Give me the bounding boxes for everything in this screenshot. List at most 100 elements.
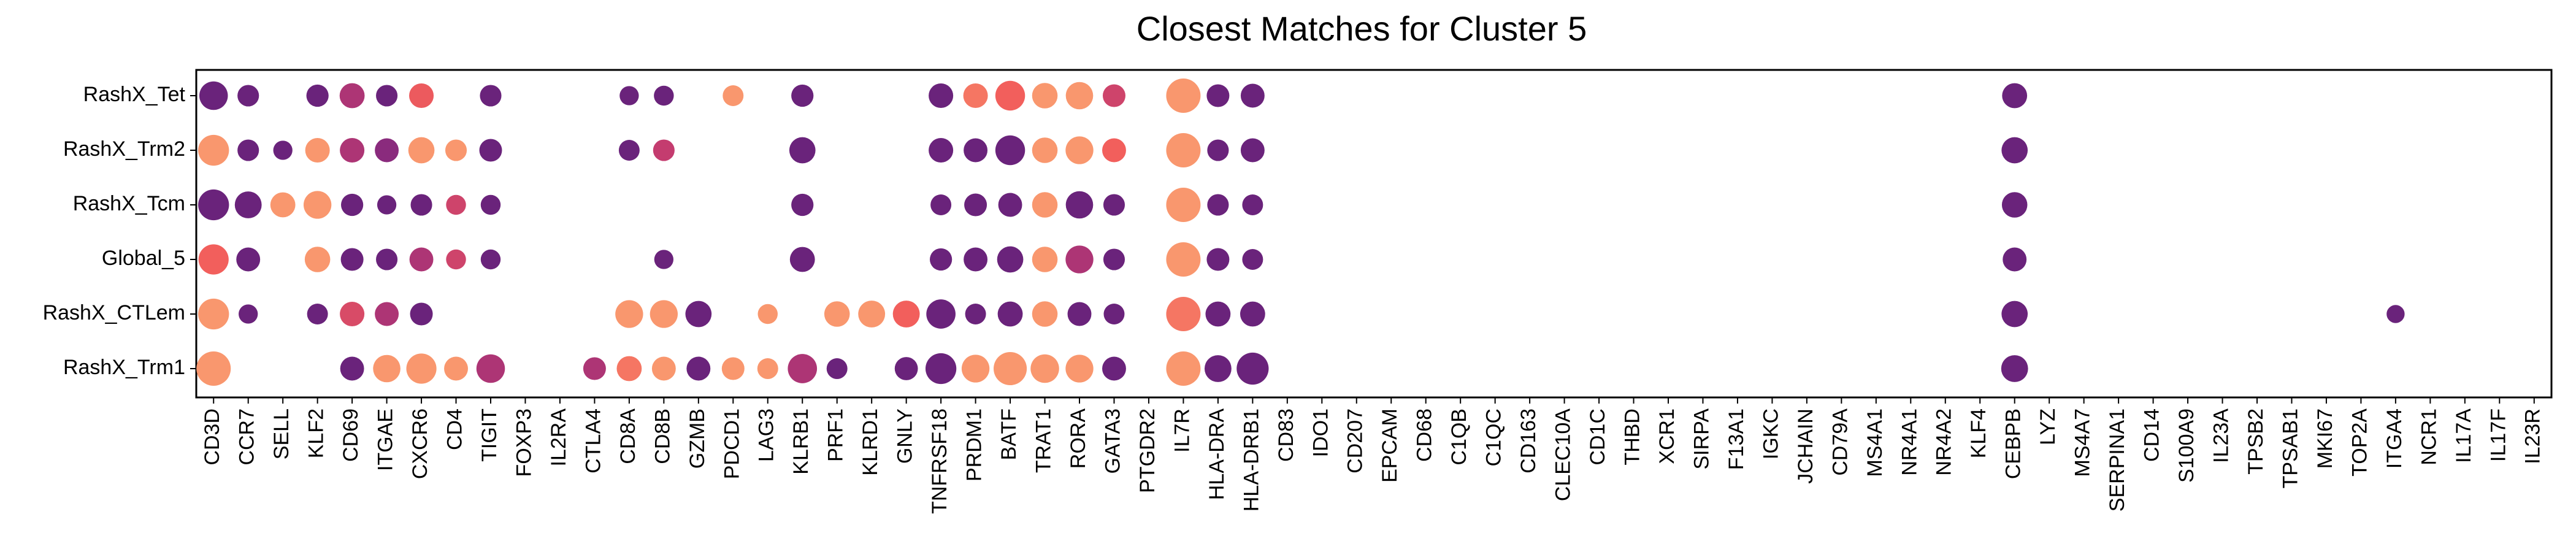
x-tick-label: JCHAIN <box>1794 408 1817 484</box>
data-point <box>1103 248 1125 270</box>
data-point <box>619 86 639 105</box>
x-tick-label: TNFRSF18 <box>928 408 951 514</box>
data-point <box>480 85 502 107</box>
data-point <box>1207 139 1229 161</box>
x-tick-label: IL2RA <box>547 408 570 467</box>
data-point <box>723 85 744 106</box>
x-tick-label: LYZ <box>2036 408 2060 445</box>
y-axis-labels: RashX_Tet RashX_Trm2 RashX_Tcm Global_5 Rash… <box>43 83 196 379</box>
data-point <box>339 83 365 109</box>
x-tick-label: ITGAE <box>374 408 397 471</box>
data-point <box>373 355 401 383</box>
data-point <box>304 247 331 272</box>
data-point <box>930 194 952 215</box>
plot-area <box>195 69 2553 399</box>
data-point <box>2003 247 2027 272</box>
data-point <box>1240 301 1265 327</box>
data-point <box>1065 245 1094 274</box>
data-point <box>1030 354 1059 383</box>
x-tick-label: RORA <box>1067 408 1090 469</box>
data-point <box>409 247 434 272</box>
x-tick-label: CCR7 <box>236 408 259 466</box>
data-point <box>340 301 365 327</box>
data-point <box>446 249 466 270</box>
x-axis-labels: CD3D CCR7 SELL KLF2 CD69 ITGAE CXCR6 CD4 TIGIT FO… <box>201 397 2545 514</box>
data-point <box>654 85 674 106</box>
x-tick-label: CD3D <box>201 408 224 466</box>
x-tick-label: NCR1 <box>2417 408 2440 466</box>
x-tick-label: NR4A2 <box>1933 408 1956 476</box>
x-tick-label: GZMB <box>686 408 709 469</box>
data-point <box>685 301 712 328</box>
data-point <box>929 137 954 163</box>
data-point <box>1065 355 1094 383</box>
x-tick-label: CD163 <box>1517 408 1540 473</box>
y-tick-label: RashX_Trm2 <box>63 137 185 161</box>
x-tick-label: FOXP3 <box>512 408 535 477</box>
data-point <box>340 248 364 271</box>
y-tick-label: Global_5 <box>102 247 185 270</box>
data-point <box>964 138 988 163</box>
data-point <box>198 189 229 221</box>
data-point <box>997 246 1024 273</box>
data-point <box>1242 194 1263 215</box>
data-point <box>1032 192 1058 218</box>
y-tick-label: RashX_Tcm <box>73 192 185 215</box>
x-tick-label: CD8A <box>616 408 640 464</box>
data-point <box>892 301 920 328</box>
data-point <box>721 357 745 380</box>
data-point <box>1207 194 1229 216</box>
x-tick-label: KLRB1 <box>789 408 813 475</box>
x-tick-label: CD4 <box>443 408 467 450</box>
x-tick-label: PRDM1 <box>963 408 986 481</box>
data-point <box>926 299 956 329</box>
x-tick-label: CD79A <box>1828 408 1852 476</box>
data-point <box>686 356 711 381</box>
data-point <box>1166 351 1201 386</box>
data-point <box>1240 83 1265 108</box>
data-point <box>998 193 1022 217</box>
data-point <box>964 247 988 272</box>
data-point <box>1206 84 1230 107</box>
data-point <box>1166 79 1201 113</box>
x-tick-label: IL23A <box>2210 408 2233 463</box>
data-point <box>894 357 918 380</box>
data-point <box>480 194 501 215</box>
x-tick-label: CTLA4 <box>581 408 605 473</box>
data-point <box>199 81 228 110</box>
x-tick-label: KLRD1 <box>859 408 882 476</box>
x-tick-label: PDCD1 <box>720 408 743 479</box>
data-point <box>826 358 848 379</box>
data-point <box>789 137 816 164</box>
data-point <box>2001 355 2028 382</box>
x-tick-label: XCR1 <box>1655 408 1679 464</box>
x-tick-label: CD14 <box>2141 408 2164 462</box>
data-point <box>757 304 778 324</box>
data-point <box>788 354 818 383</box>
data-point <box>239 304 258 324</box>
data-point <box>375 302 399 326</box>
data-point <box>1065 136 1094 164</box>
data-point <box>1236 352 1269 385</box>
y-tick-label: RashX_Tet <box>83 83 186 106</box>
x-tick-label: IL23R <box>2521 408 2545 464</box>
x-tick-label: KLF4 <box>1967 408 1990 458</box>
data-point <box>929 83 954 109</box>
data-point <box>961 355 990 383</box>
data-point <box>198 298 229 330</box>
data-point <box>964 193 987 217</box>
data-point <box>615 300 643 328</box>
data-point <box>2002 83 2028 109</box>
x-tick-label: GATA3 <box>1101 408 1124 473</box>
data-point <box>965 304 986 324</box>
x-tick-label: SERPINA1 <box>2106 408 2129 512</box>
x-tick-label: TPSB2 <box>2244 408 2267 475</box>
data-point <box>789 247 815 272</box>
data-point <box>1166 133 1201 167</box>
data-point <box>406 353 437 384</box>
data-point <box>653 139 675 161</box>
x-tick-label: MKI67 <box>2313 408 2337 469</box>
x-tick-label: IL17A <box>2452 408 2475 463</box>
x-tick-label: BATF <box>997 408 1021 460</box>
data-point <box>1204 355 1232 382</box>
